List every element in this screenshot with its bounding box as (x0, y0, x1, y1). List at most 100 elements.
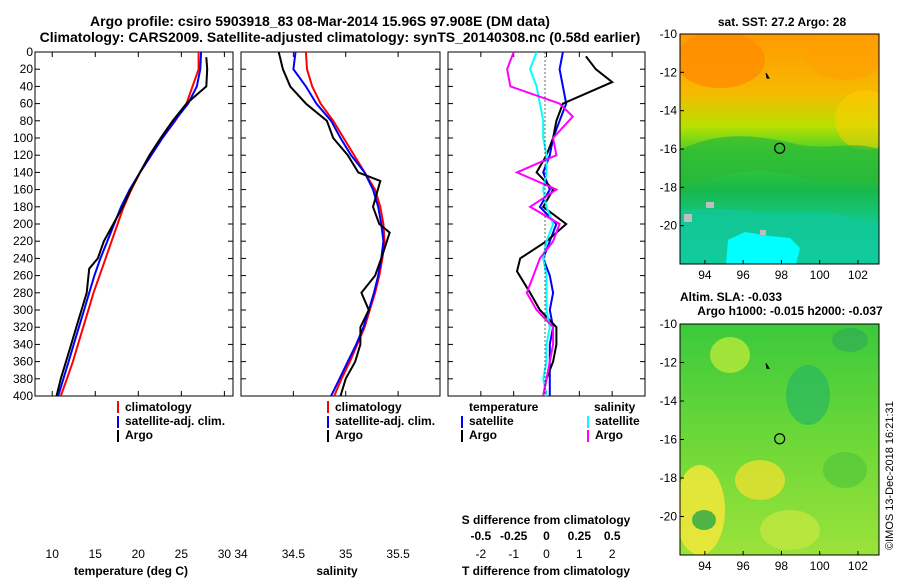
series-line-satellite-adj-clim- (292, 52, 385, 396)
series-line-argo (277, 52, 391, 396)
depth-tick-label: 280 (13, 286, 33, 300)
sla-map-title-line1: Altim. SLA: -0.033 (680, 290, 782, 304)
x-tick-label: 35.5 (386, 547, 410, 561)
series-line-t-satellite (538, 52, 568, 396)
map-y-tick-label: -16 (660, 142, 678, 156)
legend-label-climatology: climatology (125, 400, 192, 414)
sla-low-patch (786, 365, 830, 425)
legend-label-s-satellite: satellite (595, 414, 640, 428)
s-diff-tick-label: -0.5 (470, 529, 491, 543)
salinity-axis-label: salinity (316, 564, 358, 578)
depth-tick-label: 260 (13, 269, 33, 283)
legend-label-argo: Argo (335, 428, 363, 442)
legend-label-t-argo: Argo (469, 428, 497, 442)
map-y-tick-label: -20 (660, 219, 678, 233)
sla-low-patch (692, 510, 716, 530)
map-x-tick-label: 100 (810, 559, 830, 573)
t-difference-axis-label: T difference from climatology (462, 564, 630, 578)
temperature-x-axis: 10 15 20 25 30 (46, 52, 232, 561)
map-y-tick-label: -12 (660, 356, 678, 370)
depth-tick-label: 80 (20, 114, 34, 128)
legend-label-s-argo: Argo (595, 428, 623, 442)
x-tick-label: 10 (46, 547, 60, 561)
temperature-series (55, 52, 209, 396)
sst-warm-patch (680, 34, 765, 88)
t-difference-x-axis: -2 -1 0 1 2 (475, 52, 616, 561)
salinity-x-axis: 34 34.5 35 35.5 (234, 52, 410, 561)
series-line-s-argo (506, 52, 575, 396)
map-y-tick-label: -14 (660, 394, 678, 408)
depth-tick-label: 300 (13, 303, 33, 317)
difference-legend: temperature satellite Argo salinity sate… (461, 400, 640, 442)
depth-tick-label: 200 (13, 217, 33, 231)
map-y-tick-label: -20 (660, 510, 678, 524)
depth-tick-label: 400 (13, 389, 33, 403)
depth-tick-label: 160 (13, 183, 33, 197)
legend-label-satellite: satellite-adj. clim. (125, 414, 225, 428)
map-x-tick-label: 102 (848, 268, 868, 282)
map-y-tick-label: -18 (660, 180, 678, 194)
sst-green-band (680, 136, 879, 190)
s-diff-tick-label: 0.5 (604, 529, 621, 543)
depth-tick-label: 380 (13, 372, 33, 386)
map-x-tick-label: 98 (775, 559, 789, 573)
depth-tick-label: 180 (13, 200, 33, 214)
x-tick-label: 15 (89, 547, 103, 561)
figure-title-line1: Argo profile: csiro 5903918_83 08-Mar-20… (90, 13, 550, 29)
s-difference-axis-label: S difference from climatology (462, 513, 631, 527)
difference-series (506, 52, 615, 396)
sla-high-patch (735, 460, 785, 500)
depth-tick-label: 0 (26, 45, 33, 59)
legend-title-temperature: temperature (469, 400, 539, 414)
salinity-panel-frame (240, 51, 441, 397)
x-tick-label: 0 (543, 547, 550, 561)
sst-warm-patch (805, 34, 879, 80)
sla-high-patch (710, 337, 750, 373)
imos-timestamp: ©IMOS 13-Dec-2018 16:21:31 (884, 401, 896, 550)
sla-map-title-line2: Argo h1000: -0.015 h2000: -0.037 (697, 304, 883, 318)
sst-map-markers (765, 72, 786, 154)
map-x-tick-label: 102 (848, 559, 868, 573)
series-line-t-argo (515, 55, 615, 396)
map-y-tick-label: -10 (660, 27, 678, 41)
depth-tick-label: 340 (13, 337, 33, 351)
map-y-tick-label: -12 (660, 65, 678, 79)
x-tick-label: 30 (218, 547, 232, 561)
depth-tick-label: 40 (20, 79, 34, 93)
sla-heatmap (680, 324, 879, 555)
sst-heatmap (680, 34, 879, 264)
x-tick-label: -2 (475, 547, 486, 561)
x-tick-label: 35 (339, 547, 353, 561)
map-x-tick-label: 96 (736, 268, 750, 282)
legend-label-satellite: satellite-adj. clim. (335, 414, 435, 428)
sst-missing-cell (760, 230, 766, 235)
sst-map-axes: 94 96 98 100 102 -10 -12 -14 -16 -18 -20 (660, 27, 869, 282)
x-tick-label: -1 (508, 547, 519, 561)
sla-low-patch (832, 328, 868, 352)
x-tick-label: 25 (175, 547, 189, 561)
depth-axis: 0 20 40 60 80 100 120 140 160 180 200 220 240 260 280 3… (13, 45, 645, 403)
sla-mid-patch (823, 452, 867, 488)
figure-title-line2: Climatology: CARS2009. Satellite-adjuste… (40, 29, 641, 45)
sla-map-markers (765, 363, 786, 445)
map-y-tick-label: -18 (660, 471, 678, 485)
sst-missing-cell (706, 202, 714, 208)
previous-position-marker (765, 363, 770, 369)
legend-title-salinity: salinity (594, 400, 636, 414)
map-x-tick-label: 94 (698, 559, 712, 573)
legend-label-climatology: climatology (335, 400, 402, 414)
depth-tick-label: 100 (13, 131, 33, 145)
x-tick-label: 20 (132, 547, 146, 561)
legend-label-argo: Argo (125, 428, 153, 442)
depth-tick-label: 60 (20, 97, 34, 111)
temperature-legend: climatology satellite-adj. clim. Argo (117, 400, 225, 442)
depth-tick-label: 360 (13, 355, 33, 369)
sst-warm-patch (835, 90, 879, 150)
depth-tick-label: 120 (13, 148, 33, 162)
sla-high-patch (680, 465, 725, 555)
previous-position-marker (765, 72, 770, 79)
x-tick-label: 34 (234, 547, 248, 561)
sla-high-patch (760, 510, 820, 550)
salinity-series (277, 52, 391, 396)
map-x-tick-label: 100 (810, 268, 830, 282)
